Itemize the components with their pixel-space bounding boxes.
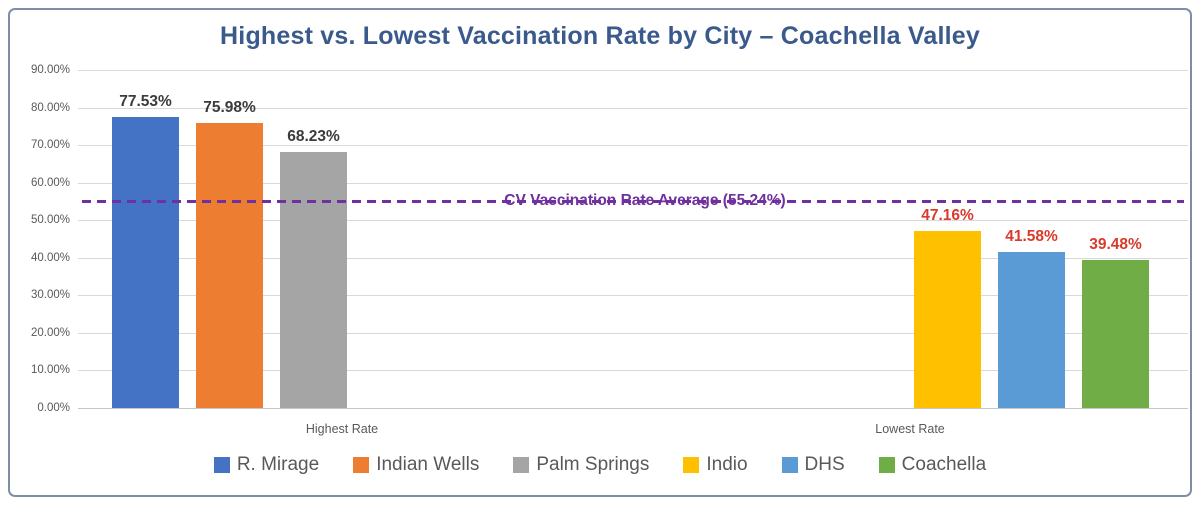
legend-swatch-icon [781, 457, 798, 473]
legend-label: DHS [804, 454, 845, 475]
y-gridline [78, 182, 1188, 184]
bar-data-label: 47.16% [921, 206, 974, 224]
legend-item-indio: Indio [683, 454, 748, 476]
y-axis-tick-label: 10.00% [30, 364, 70, 377]
legend-swatch-icon [513, 457, 530, 473]
y-axis-tick-label: 70.00% [30, 139, 70, 152]
legend-item-palm-springs: Palm Springs [513, 454, 649, 476]
average-line [82, 199, 1184, 203]
bar-data-label: 41.58% [1005, 227, 1058, 245]
legend-item-indian-wells: Indian Wells [353, 454, 479, 476]
legend-label: Indio [706, 454, 748, 475]
y-gridline [78, 145, 1188, 147]
y-axis-tick-label: 80.00% [30, 101, 70, 114]
legend-item-dhs: DHS [781, 454, 845, 476]
y-axis-tick-label: 30.00% [30, 289, 70, 302]
legend-swatch-icon [878, 457, 895, 473]
bar-data-label: 68.23% [287, 127, 340, 145]
y-gridline [78, 107, 1188, 109]
legend-swatch-icon [213, 457, 230, 473]
x-axis-category-label: Lowest Rate [875, 422, 945, 436]
vaccination-rate-chart: Highest vs. Lowest Vaccination Rate by C… [8, 8, 1192, 497]
average-line-label: CV Vaccination Rate Average (55.24%) [504, 191, 786, 209]
legend-label: Coachella [901, 454, 987, 475]
bar-data-label: 39.48% [1089, 235, 1142, 253]
y-axis-tick-label: 50.00% [30, 214, 70, 227]
legend-swatch-icon [683, 457, 700, 473]
y-gridline [78, 370, 1188, 372]
bar-indian-wells [196, 122, 263, 408]
bar-data-label: 75.98% [203, 98, 256, 116]
legend-label: Indian Wells [376, 454, 480, 475]
bar-data-label: 77.53% [119, 92, 172, 110]
legend-item-coachella: Coachella [878, 454, 987, 476]
y-axis-tick-label: 90.00% [30, 64, 70, 76]
y-axis-tick-label: 40.00% [30, 251, 70, 264]
y-gridline [78, 70, 1188, 71]
y-axis-tick-label: 60.00% [30, 176, 70, 189]
y-axis-tick-label: 0.00% [37, 402, 70, 414]
bar-dhs [998, 251, 1065, 408]
bar-r-mirage [112, 116, 179, 408]
y-gridline [78, 408, 1188, 409]
legend-label: R. Mirage [236, 454, 320, 475]
y-gridline [78, 332, 1188, 334]
bar-palm-springs [280, 151, 347, 408]
y-gridline [78, 220, 1188, 222]
y-gridline [78, 295, 1188, 297]
bar-indio [914, 230, 981, 408]
legend-item-r-mirage: R. Mirage [213, 454, 320, 476]
legend-label: Palm Springs [536, 454, 650, 475]
legend-swatch-icon [353, 457, 370, 473]
x-axis-category-label: Highest Rate [305, 422, 379, 436]
chart-legend: R. Mirage Indian Wells Palm Springs Indio DH… [10, 454, 1190, 476]
bar-coachella [1082, 259, 1149, 408]
y-axis-tick-label: 20.00% [30, 326, 70, 339]
y-gridline [78, 257, 1188, 259]
chart-title: Highest vs. Lowest Vaccination Rate by C… [220, 22, 980, 50]
